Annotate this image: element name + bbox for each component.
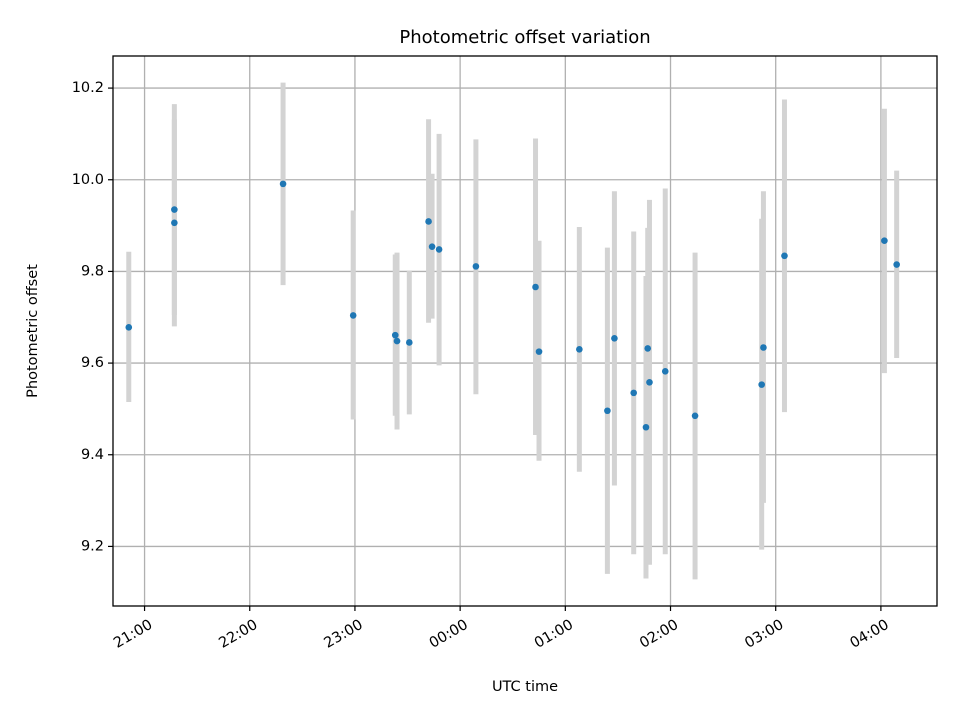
data-point (349, 312, 357, 319)
data-point (532, 283, 539, 291)
y-axis-ticks: 9.2 9.4 9.6 9.8 10.0 10.2 (72, 80, 113, 554)
data-point (391, 331, 399, 339)
chart-title: Photometric offset variation (399, 27, 650, 48)
data-point (125, 324, 133, 331)
data-point (279, 180, 287, 188)
data-point (661, 368, 669, 375)
data-point (691, 412, 699, 420)
data-point (535, 348, 543, 355)
y-tick-label: 9.6 (81, 355, 104, 371)
data-point (472, 263, 480, 270)
data-point (171, 219, 178, 227)
data-point (435, 246, 443, 253)
data-point (604, 407, 611, 415)
data-point (171, 206, 178, 213)
data-point (781, 252, 788, 260)
y-tick-label: 10.0 (72, 172, 104, 188)
data-point (393, 337, 401, 345)
y-tick-label: 9.2 (81, 538, 104, 554)
data-point (611, 335, 618, 342)
data-point (630, 389, 637, 397)
data-point (758, 381, 765, 388)
y-axis-label: Photometric offset (25, 264, 41, 398)
data-point (576, 346, 583, 353)
y-tick-label: 9.8 (81, 263, 104, 279)
data-point (881, 237, 888, 245)
data-point (405, 339, 413, 346)
data-point (893, 261, 900, 268)
data-point (760, 344, 767, 351)
y-tick-label: 9.4 (81, 447, 104, 463)
data-point (642, 423, 650, 431)
data-point (425, 218, 432, 225)
data-points (125, 180, 900, 431)
data-point (428, 243, 436, 250)
x-axis-label: UTC time (492, 679, 558, 695)
data-point (644, 345, 652, 352)
plot-frame (112, 55, 938, 607)
y-tick-label: 10.2 (72, 80, 104, 96)
data-point (646, 379, 653, 386)
